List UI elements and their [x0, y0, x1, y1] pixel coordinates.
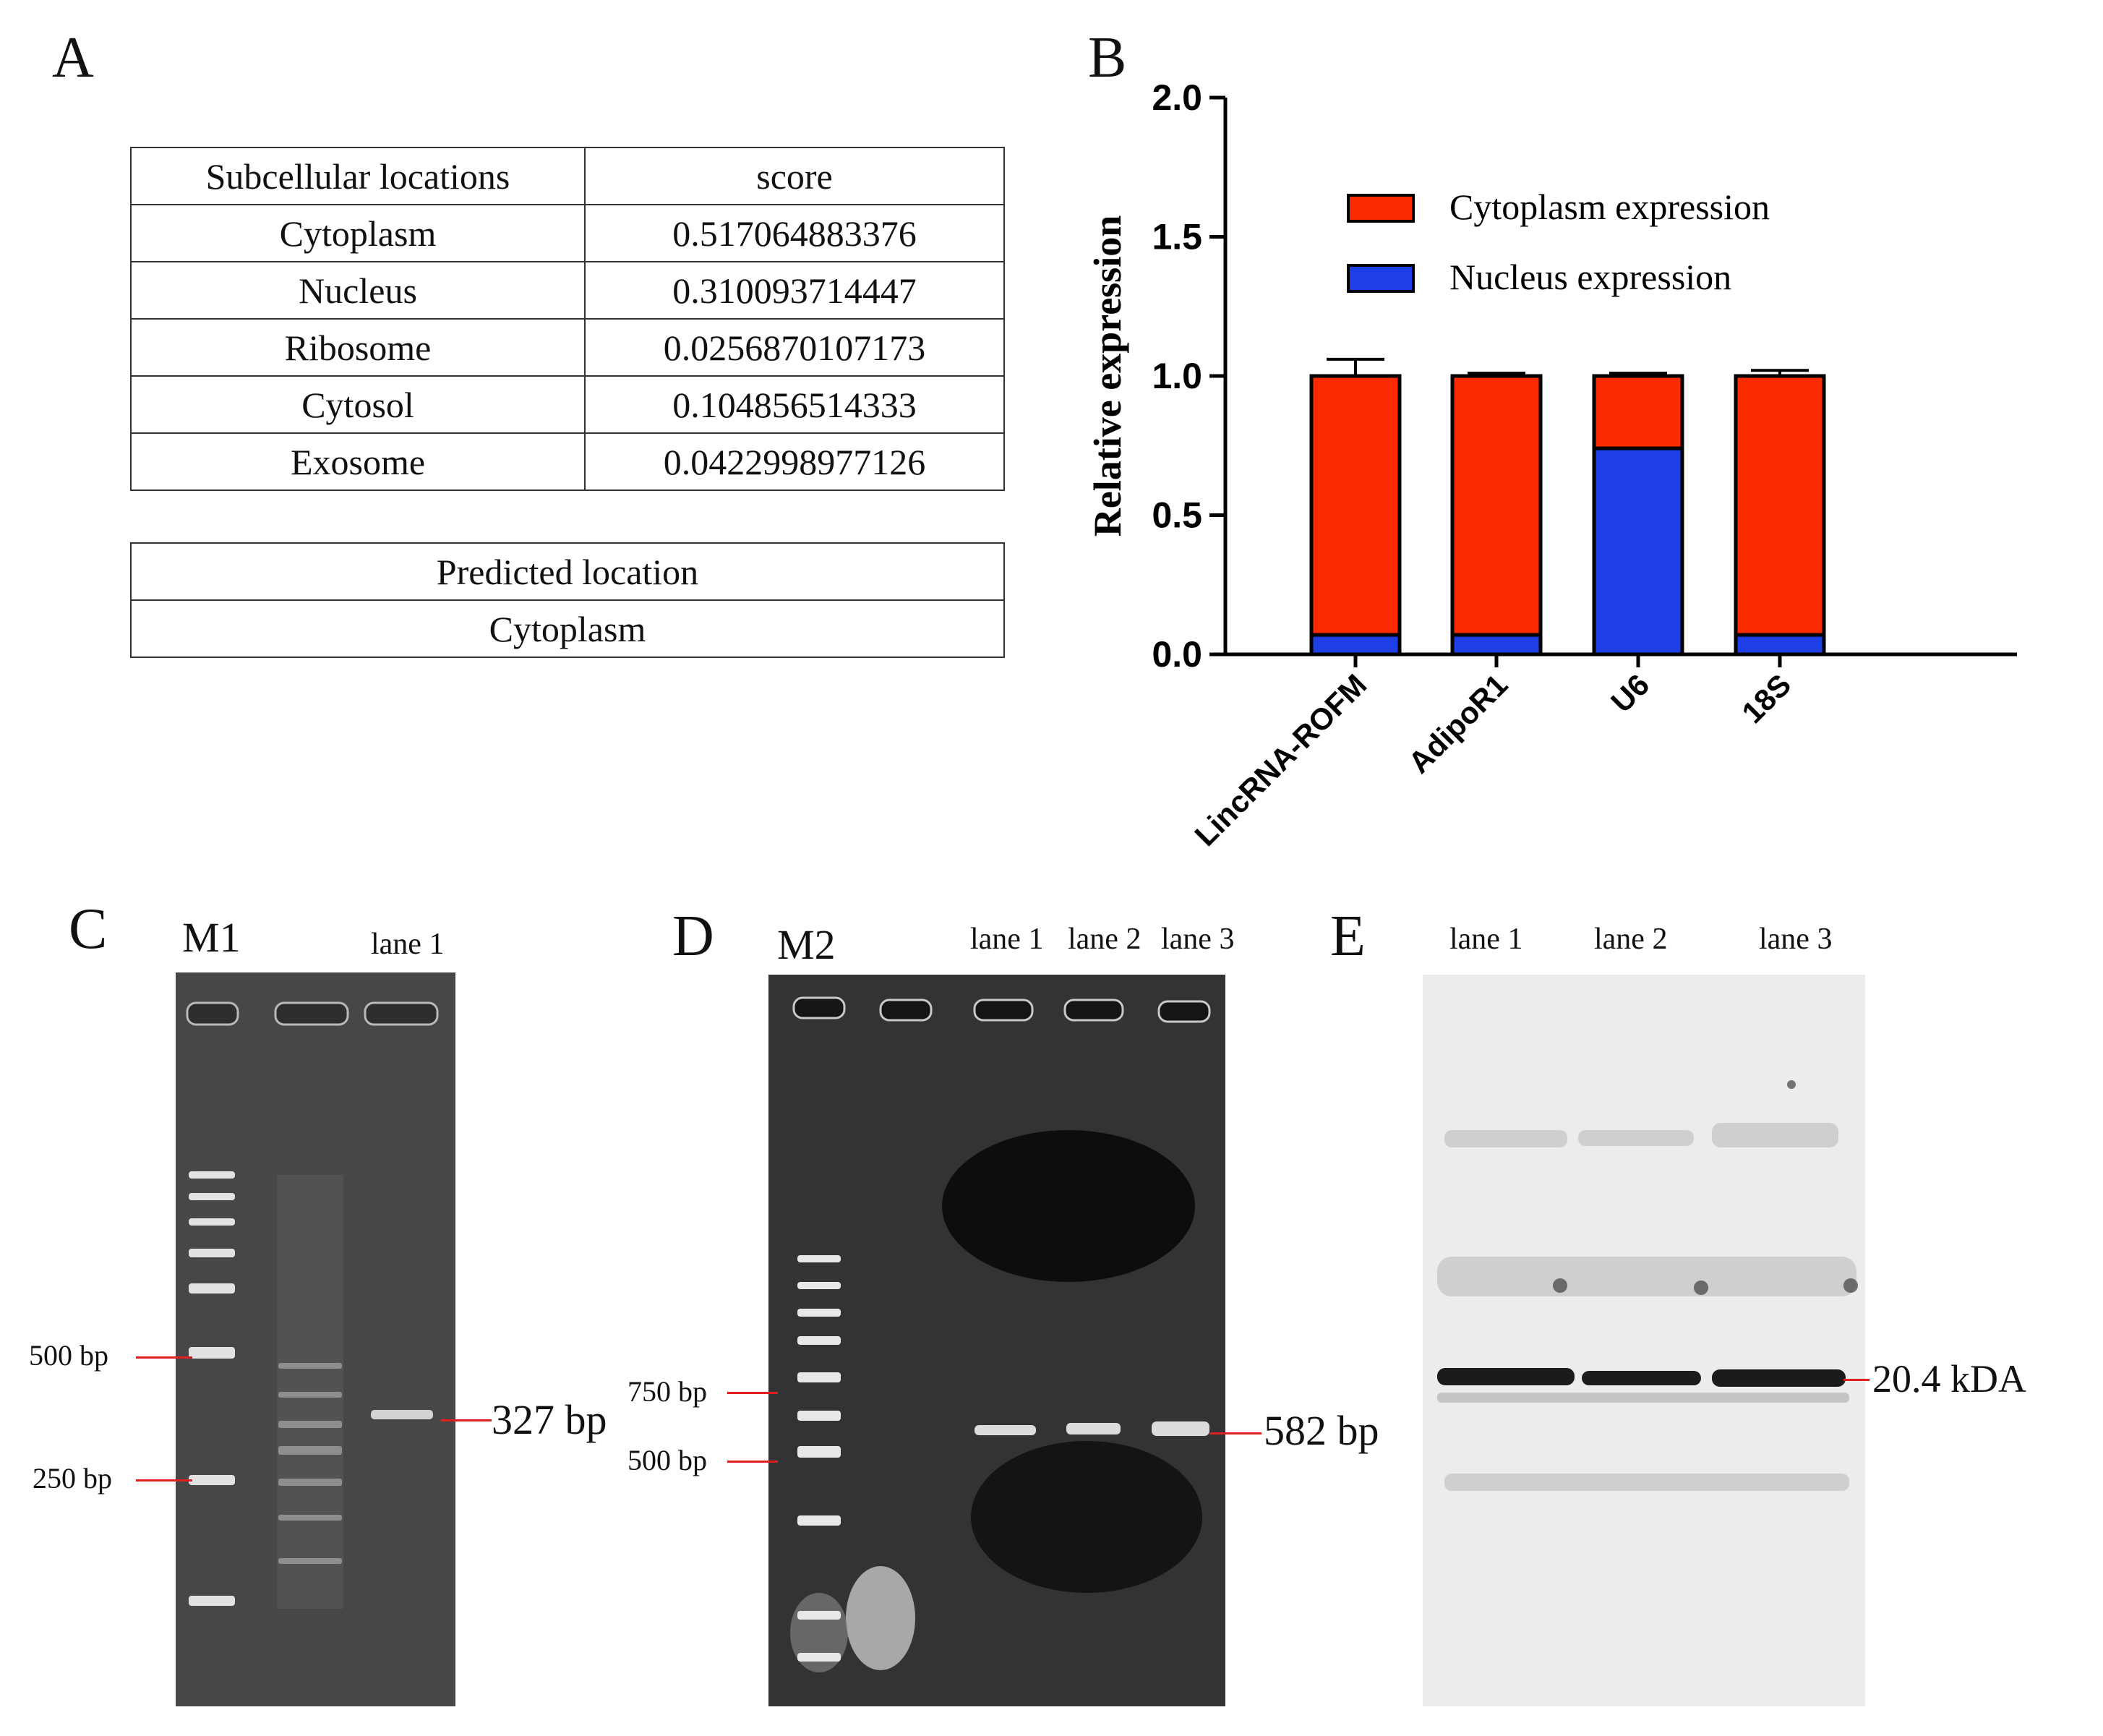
ladder-pointer	[727, 1392, 778, 1394]
gel-image-d	[768, 975, 1225, 1706]
table-cell-score: 0.0422998977126	[584, 432, 1005, 491]
lane-label: lane 1	[970, 923, 1044, 956]
ladder-label-500: 500 bp	[29, 1339, 108, 1372]
y-tick-label: 0.0	[1152, 634, 1202, 675]
y-tick-label: 2.0	[1152, 77, 1202, 118]
x-tick-label: 18S	[1735, 667, 1797, 730]
bar-segment	[1592, 374, 1684, 450]
band-pointer	[1209, 1432, 1262, 1434]
panel-label-c: C	[69, 897, 108, 961]
marker-label-m1: M1	[182, 914, 241, 961]
table-header-row: Predicted location	[130, 542, 1005, 601]
lane-label: lane 2	[1594, 923, 1668, 956]
y-axis-label: Relative expression	[1086, 215, 1129, 536]
bar-segment	[1450, 633, 1543, 657]
bar-segment	[1309, 633, 1402, 657]
ladder-pointer	[136, 1479, 192, 1481]
lane-label: lane 3	[1161, 923, 1235, 956]
x-tick-label: AdipoR1	[1402, 667, 1514, 779]
table-cell-score: 0.517064883376	[584, 204, 1005, 262]
table-row: Cytosol 0.104856514333	[130, 375, 1005, 434]
legend-label: Nucleus expression	[1449, 257, 1731, 297]
table-cell-location: Ribosome	[130, 318, 586, 377]
x-tick-label: U6	[1604, 667, 1656, 719]
stacked-bar-chart: 0.0 0.5 1.0 1.5 2.0 Relative expression LincRN…	[1086, 77, 2017, 852]
ladder-label-500: 500 bp	[628, 1444, 707, 1476]
ladder-label-250: 250 bp	[33, 1462, 112, 1495]
western-blot-image-e	[1423, 975, 1865, 1706]
table-row: Ribosome 0.0256870107173	[130, 318, 1005, 377]
panel-label-b: B	[1088, 26, 1127, 90]
predicted-location-table: Predicted location Cytoplasm	[130, 542, 1005, 658]
table-cell-location: Cytosol	[130, 375, 586, 434]
marker-label-m2: M2	[777, 921, 836, 968]
bar-segment	[1450, 374, 1543, 637]
panel-label-a: A	[52, 26, 94, 90]
x-tick-label: LincRNA-ROFM	[1188, 667, 1373, 852]
table-row: Nucleus 0.310093714447	[130, 261, 1005, 320]
table-cell-location: Cytoplasm	[130, 204, 586, 262]
table-row: Exosome 0.0422998977126	[130, 432, 1005, 491]
band-pointer	[441, 1419, 492, 1421]
table-cell-score: 0.310093714447	[584, 261, 1005, 320]
ladder-pointer	[136, 1356, 192, 1359]
band-size-label: 582 bp	[1264, 1407, 1379, 1454]
bar-segment	[1309, 374, 1402, 637]
y-tick-label: 1.5	[1152, 217, 1202, 257]
y-tick-label: 0.5	[1152, 495, 1202, 536]
predicted-location-header: Predicted location	[130, 542, 1005, 601]
table-header-cell: score	[584, 147, 1005, 205]
legend-swatch	[1347, 194, 1415, 223]
gel-image-c	[176, 972, 455, 1706]
legend-label: Cytoplasm expression	[1449, 187, 1770, 227]
panel-label-d: D	[672, 905, 714, 968]
predicted-location-value: Cytoplasm	[130, 599, 1005, 658]
table-cell-score: 0.0256870107173	[584, 318, 1005, 377]
band-pointer	[1843, 1379, 1869, 1381]
table-header-cell: Subcellular locations	[130, 147, 586, 205]
band-size-label: 20.4 kDA	[1872, 1357, 2026, 1401]
table-cell-score: 0.104856514333	[584, 375, 1005, 434]
lane-label: lane 1	[371, 928, 445, 961]
subcellular-score-table: Subcellular locations score Cytoplasm 0.…	[130, 147, 1005, 491]
y-tick-label: 1.0	[1152, 356, 1202, 396]
band-size-label: 327 bp	[492, 1396, 607, 1443]
panel-label-e: E	[1330, 905, 1366, 968]
lane-label: lane 1	[1449, 923, 1523, 956]
ladder-label-750: 750 bp	[628, 1375, 707, 1408]
bar-segment	[1734, 374, 1826, 637]
legend-swatch	[1347, 264, 1415, 293]
table-row: Cytoplasm	[130, 599, 1005, 658]
ladder-pointer	[727, 1461, 778, 1463]
table-cell-location: Exosome	[130, 432, 586, 491]
bar-segment	[1734, 633, 1826, 657]
lane-label: lane 3	[1759, 923, 1833, 956]
lane-label: lane 2	[1068, 923, 1142, 956]
table-header-row: Subcellular locations score	[130, 147, 1005, 205]
table-row: Cytoplasm 0.517064883376	[130, 204, 1005, 262]
table-cell-location: Nucleus	[130, 261, 586, 320]
bar-segment	[1592, 446, 1684, 657]
